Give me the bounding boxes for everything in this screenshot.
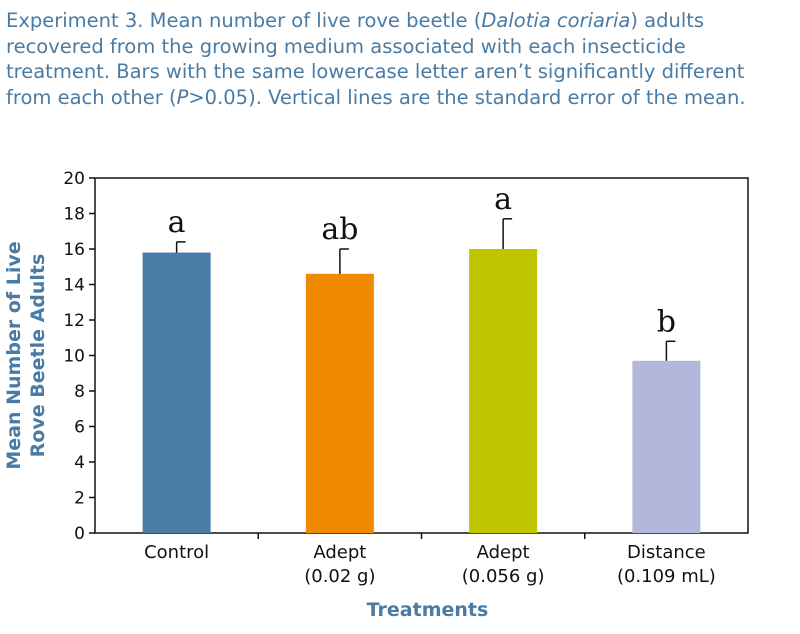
caption-prefix: Experiment 3. Mean number of live rove b…: [6, 9, 482, 32]
caption-p-symbol: P: [176, 85, 189, 109]
caption-suffix: >0.05). Vertical lines are the standard …: [188, 85, 746, 109]
y-tick-label: 12: [63, 311, 85, 331]
bar: [632, 360, 701, 533]
significance-letter: a: [494, 182, 512, 217]
x-category-label: (0.109 mL): [617, 566, 716, 587]
bar: [142, 252, 211, 534]
significance-letter: ab: [321, 212, 358, 247]
x-category-label: Adept: [477, 542, 530, 563]
x-category-label: Distance: [627, 542, 706, 563]
y-tick-label: 16: [63, 240, 85, 260]
caption-species: Dalotia coriaria: [481, 9, 631, 32]
y-tick-label: 0: [74, 524, 85, 544]
bar: [469, 249, 538, 533]
y-tick-label: 6: [74, 418, 85, 438]
x-category-label: (0.02 g): [304, 566, 375, 587]
x-category-label: Adept: [313, 542, 366, 563]
bar: [305, 273, 374, 533]
figure-caption: Experiment 3. Mean number of live rove b…: [6, 8, 786, 110]
y-tick-label: 18: [63, 205, 85, 225]
y-tick-label: 20: [63, 169, 85, 189]
x-category-label: Control: [144, 542, 209, 563]
significance-letter: b: [657, 304, 676, 339]
y-tick-label: 4: [74, 453, 85, 473]
x-category-label: (0.056 g): [462, 566, 545, 587]
y-axis-title: Mean Number of Live: [3, 241, 25, 469]
y-axis-title: Rove Beetle Adults: [27, 254, 49, 458]
y-tick-label: 2: [74, 489, 85, 509]
y-tick-label: 8: [74, 382, 85, 402]
caption-middle: ) adults recovered from the growing medi…: [6, 9, 745, 109]
significance-letter: a: [168, 205, 186, 240]
y-tick-label: 14: [63, 276, 85, 296]
y-tick-label: 10: [63, 347, 85, 367]
x-axis-title: Treatments: [367, 599, 489, 621]
